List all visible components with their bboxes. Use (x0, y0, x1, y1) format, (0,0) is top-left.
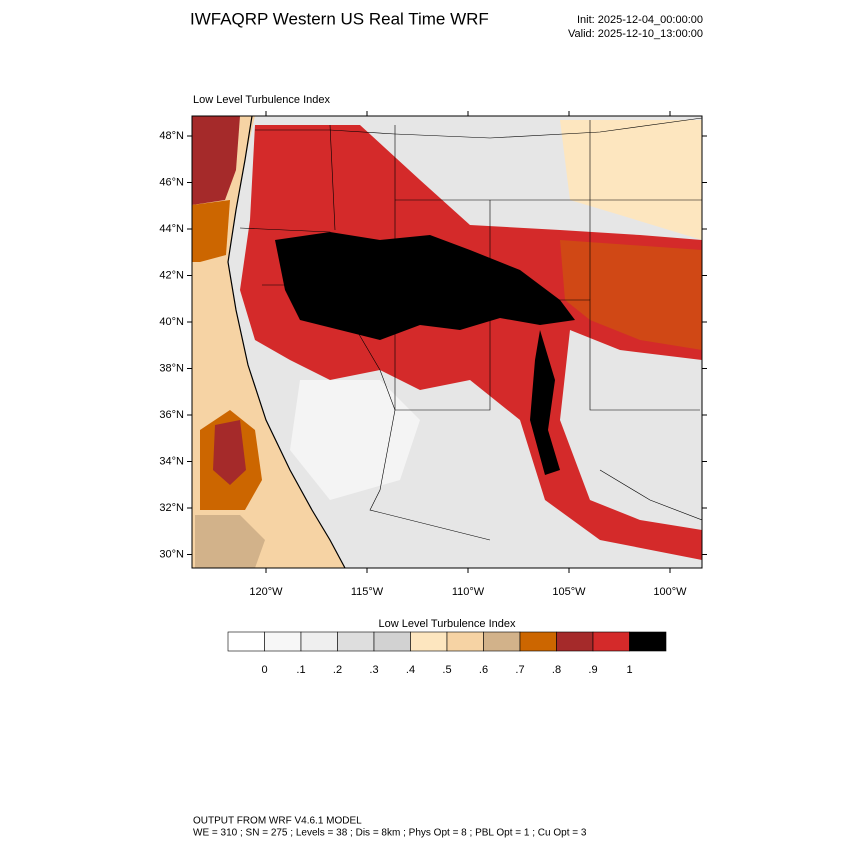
lat-label: 40°N (159, 316, 184, 328)
desert (290, 380, 420, 500)
map (191, 115, 703, 569)
map-frame (191, 115, 703, 569)
colorbar-box (227, 631, 265, 652)
lat-label: 38°N (159, 362, 184, 374)
lat-label: 44°N (159, 223, 184, 235)
ocean-high (213, 420, 246, 485)
colorbar-label: .9 (588, 664, 597, 676)
lat-label: 32°N (159, 502, 184, 514)
extreme-turbulence (275, 232, 575, 340)
lon-label: 110°W (452, 586, 485, 598)
colorbar-label: .3 (369, 664, 378, 676)
lon-label: 120°W (249, 586, 283, 598)
ocean-high (192, 116, 240, 205)
colorbar-label: .7 (515, 664, 524, 676)
colorbar-box (264, 631, 302, 652)
moderate-turbulence (560, 240, 702, 350)
ocean-band (195, 515, 265, 568)
lat-label: 34°N (159, 455, 184, 467)
colorbar: 0 .1 .2 .3 .4 .5 .6 .7 .8 .9 1 (227, 631, 667, 676)
colorbar-label: .5 (442, 664, 451, 676)
ocean-band (192, 200, 230, 262)
colorbar-box (556, 631, 594, 652)
colorbar-label: 0 (261, 664, 267, 676)
lon-label: 115°W (351, 586, 384, 598)
colorbar-label: .1 (296, 664, 305, 676)
colorbar-box (483, 631, 521, 652)
valid-time: Valid: 2025-12-10_13:00:00 (568, 28, 703, 40)
lon-label: 105°W (552, 586, 586, 598)
colorbar-label: .4 (406, 664, 415, 676)
colorbar-box (300, 631, 338, 652)
colorbar-box (629, 631, 667, 652)
lon-label: 100°W (653, 586, 687, 598)
colorbar-box (519, 631, 557, 652)
colorbar-box (337, 631, 375, 652)
high-turbulence (240, 125, 702, 560)
colorbar-label: .6 (479, 664, 488, 676)
colorbar-label: .2 (333, 664, 342, 676)
colorbar-box (410, 631, 448, 652)
footer-line: OUTPUT FROM WRF V4.6.1 MODEL (193, 816, 362, 827)
colorbar-title: Low Level Turbulence Index (379, 618, 516, 630)
colorbar-box (446, 631, 484, 652)
title: IWFAQRP Western US Real Time WRF (190, 9, 489, 28)
colorbar-label: .8 (552, 664, 561, 676)
footer-line: WE = 310 ; SN = 275 ; Levels = 38 ; Dis … (193, 828, 587, 839)
extreme-turbulence (530, 330, 560, 475)
colorbar-box (592, 631, 630, 652)
coastline (227, 116, 346, 568)
state-lines (239, 117, 702, 541)
lat-label: 42°N (159, 269, 184, 281)
lat-label: 46°N (159, 176, 184, 188)
lat-label: 36°N (159, 409, 184, 421)
colorbar-label: 1 (626, 664, 632, 676)
init-time: Init: 2025-12-04_00:00:00 (577, 14, 703, 26)
map-title: Low Level Turbulence Index (193, 94, 330, 106)
colorbar-box (373, 631, 411, 652)
lat-label: 30°N (159, 548, 184, 560)
plains (560, 120, 702, 240)
lat-label: 48°N (159, 130, 184, 142)
